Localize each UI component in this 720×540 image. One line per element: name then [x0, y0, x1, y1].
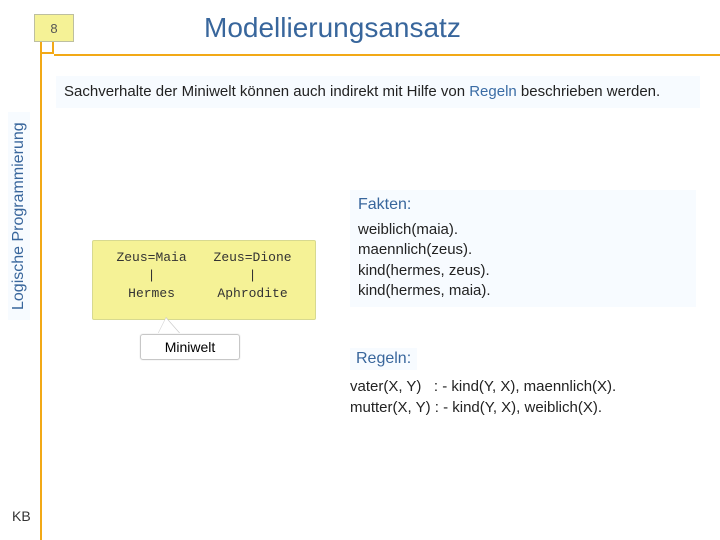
accent-corner-box [40, 40, 54, 54]
header: 8 Modellierungsansatz [0, 0, 720, 56]
callout-tail [158, 318, 180, 334]
page-number: 8 [50, 21, 57, 36]
tree-connector: | [249, 268, 257, 283]
intro-suffix: beschrieben werden. [517, 83, 660, 100]
intro-prefix: Sachverhalte der Miniwelt können auch in… [64, 83, 469, 100]
regeln-lines: vater(X, Y) : - kind(Y, X), maennlich(X)… [350, 376, 700, 418]
family-tree: Zeus=Maia | Hermes [116, 249, 186, 311]
fakten-heading: Fakten: [358, 194, 688, 220]
fact-line: kind(hermes, maia). [358, 281, 688, 301]
fakten-lines: weiblich(maia). maennlich(zeus). kind(he… [358, 220, 688, 301]
tree-top: Zeus=Maia [116, 250, 186, 265]
accent-horizontal-line [54, 54, 720, 56]
fact-line: weiblich(maia). [358, 220, 688, 240]
sidebar-label: Logische Programmierung [8, 112, 30, 320]
intro-text: Sachverhalte der Miniwelt können auch in… [56, 76, 700, 108]
tree-top: Zeus=Dione [214, 250, 292, 265]
tree-bottom: Hermes [128, 286, 175, 301]
regeln-heading: Regeln: [350, 348, 417, 370]
page-title: Modellierungsansatz [204, 12, 461, 44]
intro-highlight: Regeln [469, 83, 517, 100]
footer-text: KB [12, 508, 31, 524]
rule-line: mutter(X, Y) : - kind(Y, X), weiblich(X)… [350, 397, 700, 418]
miniwelt-label: Miniwelt [140, 334, 240, 360]
page-number-box: 8 [34, 14, 74, 42]
fakten-section: Fakten: weiblich(maia). maennlich(zeus).… [350, 190, 696, 307]
rule-line: vater(X, Y) : - kind(Y, X), maennlich(X)… [350, 376, 700, 397]
family-tree: Zeus=Dione | Aphrodite [214, 249, 292, 311]
accent-vertical-line [40, 40, 42, 540]
miniwelt-box: Zeus=Maia | Hermes Zeus=Dione | Aphrodit… [92, 240, 316, 320]
slide: 8 Modellierungsansatz Sachverhalte der M… [0, 0, 720, 540]
tree-connector: | [148, 268, 156, 283]
regeln-section: Regeln: vater(X, Y) : - kind(Y, X), maen… [350, 348, 700, 418]
fact-line: kind(hermes, zeus). [358, 261, 688, 281]
tree-bottom: Aphrodite [217, 286, 287, 301]
fact-line: maennlich(zeus). [358, 240, 688, 260]
